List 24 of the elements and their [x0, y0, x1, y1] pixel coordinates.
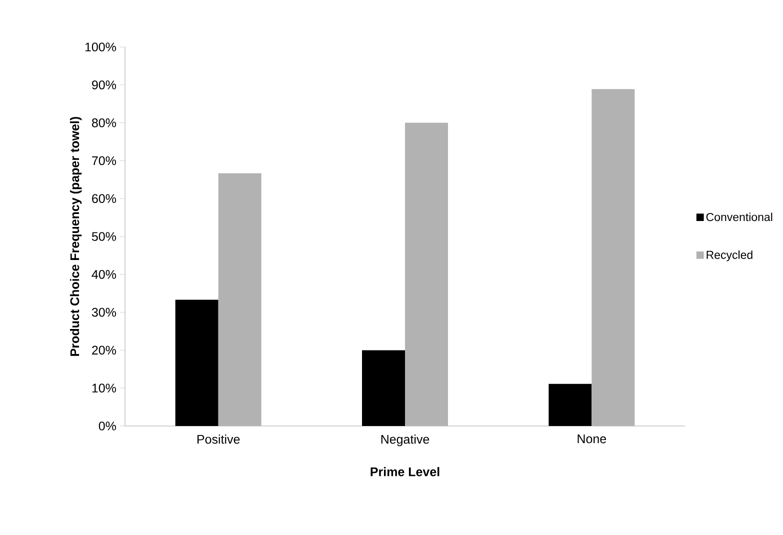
bar [362, 350, 406, 426]
bar [175, 300, 218, 426]
x-axis-title: Prime Level [370, 467, 440, 476]
y-tick-label: 90% [92, 80, 116, 90]
y-tick-label: 60% [92, 194, 116, 204]
y-tick-label: 20% [92, 346, 116, 355]
bar [405, 122, 448, 426]
x-tick-label: None [578, 434, 606, 444]
y-tick-label: 30% [92, 308, 116, 317]
y-tick-label: 40% [92, 270, 116, 279]
legend-label: Conventional [706, 212, 772, 222]
y-tick-label: 0% [98, 422, 116, 430]
y-tick-label: 80% [92, 118, 116, 128]
bar [218, 173, 262, 426]
y-tick-label: 100% [85, 42, 116, 52]
y-tick-label: 70% [92, 156, 116, 166]
bar [592, 89, 635, 426]
x-tick-label: Negative [381, 434, 430, 446]
legend-label: Recycled [706, 250, 752, 262]
y-tick-label: 50% [92, 232, 116, 241]
bar [548, 384, 592, 426]
y-tick-label: 10% [92, 384, 116, 393]
y-axis-title: Product Choice Frequency (paper towel) [70, 116, 82, 356]
x-tick-label: Positive [197, 434, 240, 444]
